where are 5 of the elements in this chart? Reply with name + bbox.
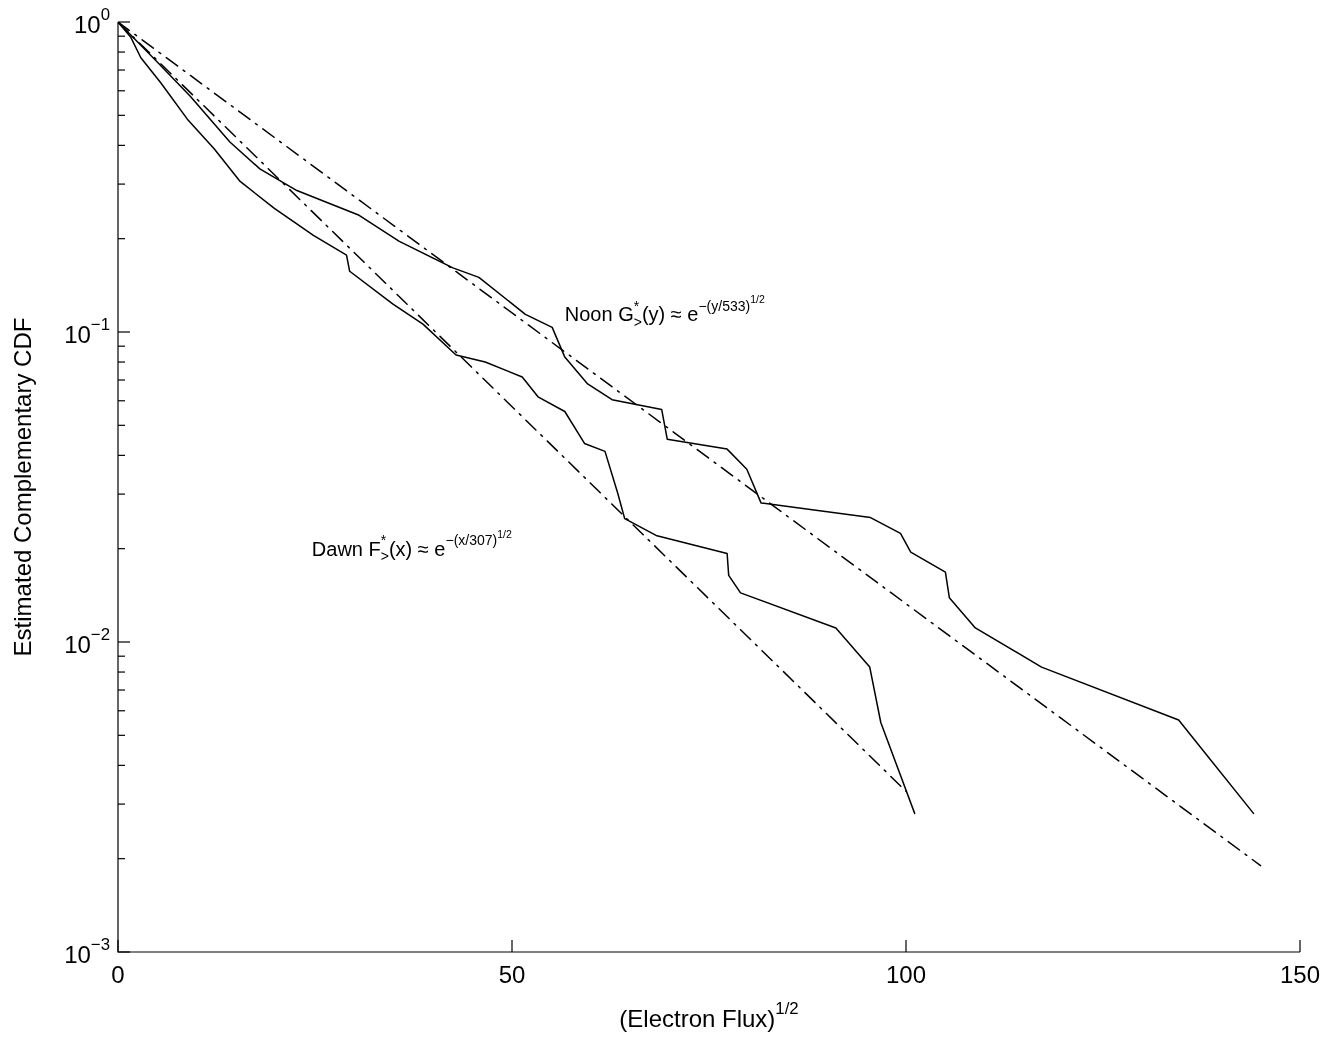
x-tick-label: 50 — [498, 960, 526, 988]
x-tick-label: 0 — [111, 960, 125, 988]
x-tick-label: 150 — [1279, 960, 1321, 988]
y-axis-title: Estimated Complementary CDF — [8, 317, 36, 657]
x-tick-label: 100 — [885, 960, 927, 988]
